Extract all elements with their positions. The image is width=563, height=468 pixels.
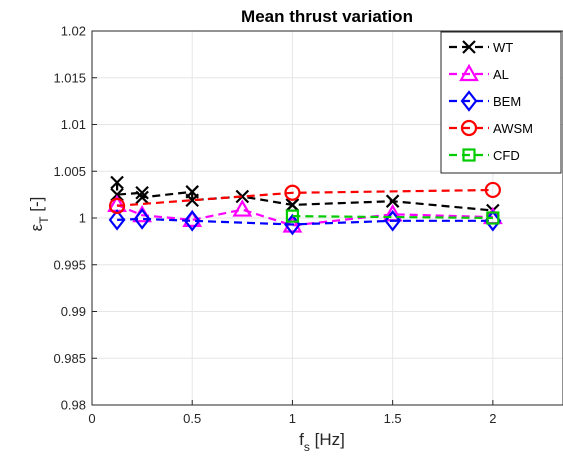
- series-line-al: [116, 203, 493, 227]
- data-point-awsm: [108, 197, 126, 214]
- data-point-wt: [185, 193, 199, 208]
- data-point-wt-stroke: [285, 198, 300, 212]
- legend-item-al: AL: [449, 63, 509, 82]
- series-cfd: [285, 209, 500, 225]
- data-point-wt: [385, 194, 400, 208]
- y-tick-label: 1: [79, 211, 86, 226]
- data-point-cfd: [285, 209, 300, 223]
- legend-marker-cfd: [462, 148, 476, 162]
- y-axis-label-main: ε: [27, 223, 46, 231]
- y-axis-label-sub: T: [37, 216, 51, 224]
- x-tick-label: 2: [489, 411, 496, 426]
- y-tick-label: 0.985: [53, 351, 86, 366]
- x-tick-label: 1.5: [384, 411, 402, 426]
- y-tick-label: 1.02: [61, 24, 86, 39]
- y-tick-label: 0.995: [53, 257, 86, 272]
- data-point-awsm: [484, 181, 501, 199]
- data-point-bem: [108, 209, 126, 231]
- data-point-wt-stroke: [110, 187, 124, 202]
- legend-label: WT: [493, 40, 513, 55]
- chart-title: Mean thrust variation: [241, 7, 413, 26]
- y-axis-label-unit: [-]: [27, 197, 46, 217]
- x-axis-label-main: f: [299, 430, 304, 449]
- legend-item-cfd: CFD: [449, 148, 520, 163]
- data-point-wt-stroke: [135, 190, 149, 205]
- legend-label: BEM: [493, 94, 521, 109]
- series-line-awsm: [117, 188, 493, 207]
- data-point-wt: [135, 190, 149, 205]
- data-point-wt: [110, 187, 124, 202]
- legend-marker-wt-stroke: [462, 40, 476, 54]
- data-point-wt-stroke: [185, 193, 199, 208]
- y-tick-label: 1.01: [61, 117, 86, 132]
- data-point-cfd: [486, 211, 500, 225]
- x-axis-label: fs [Hz]: [299, 430, 345, 454]
- y-tick-label: 1.015: [53, 70, 86, 85]
- series-line-cfd: [292, 215, 493, 220]
- data-point-wt-stroke: [385, 194, 400, 208]
- data-point-awsm: [284, 184, 301, 201]
- ticks: 0 0.5 1 1.5 2 0.98 0.985 0.99 0.995 1 1.005 1.01 1.0…: [53, 24, 496, 427]
- series-line-wt: [115, 182, 494, 212]
- data-point-wt: [235, 189, 250, 204]
- x-tick-label: 1: [289, 411, 296, 426]
- y-axis-label: εT [-]: [27, 197, 51, 232]
- legend: WT AL BEM AWSM CFD: [440, 31, 562, 174]
- legend-marker-bem: [460, 90, 478, 112]
- x-tick-label: 0: [88, 411, 95, 426]
- data-point-bem: [133, 208, 151, 230]
- legend-label: CFD: [493, 148, 520, 163]
- x-axis-label-sub: s: [304, 440, 310, 454]
- data-point-al: [232, 199, 253, 217]
- data-point-wt-stroke: [110, 175, 124, 190]
- y-tick-label: 0.99: [61, 304, 86, 319]
- legend-marker-awsm: [460, 119, 478, 137]
- data-point-al: [182, 209, 203, 227]
- legend-label: AL: [493, 67, 509, 82]
- data-point-wt-stroke: [135, 185, 149, 200]
- series-wt: [110, 175, 500, 218]
- series-line-bem: [117, 217, 493, 226]
- series-layer: [107, 175, 503, 236]
- legend-item-wt: WT: [449, 40, 513, 55]
- x-tick-label: 0.5: [183, 411, 201, 426]
- y-tick-label: 1.005: [53, 164, 86, 179]
- data-point-wt: [135, 185, 149, 200]
- legend-item-awsm: AWSM: [449, 119, 533, 137]
- y-tick-label: 0.98: [61, 398, 86, 413]
- legend-marker-wt: [462, 40, 476, 54]
- data-point-wt: [285, 198, 300, 212]
- data-point-bem: [183, 210, 201, 232]
- series-awsm: [108, 181, 501, 214]
- legend-label: AWSM: [493, 121, 533, 136]
- data-point-wt-stroke: [235, 189, 250, 204]
- data-point-wt: [110, 175, 124, 190]
- legend-marker-al: [459, 63, 479, 82]
- legend-box: [440, 31, 562, 174]
- x-axis-label-unit: [Hz]: [310, 430, 345, 449]
- legend-item-bem: BEM: [449, 90, 521, 112]
